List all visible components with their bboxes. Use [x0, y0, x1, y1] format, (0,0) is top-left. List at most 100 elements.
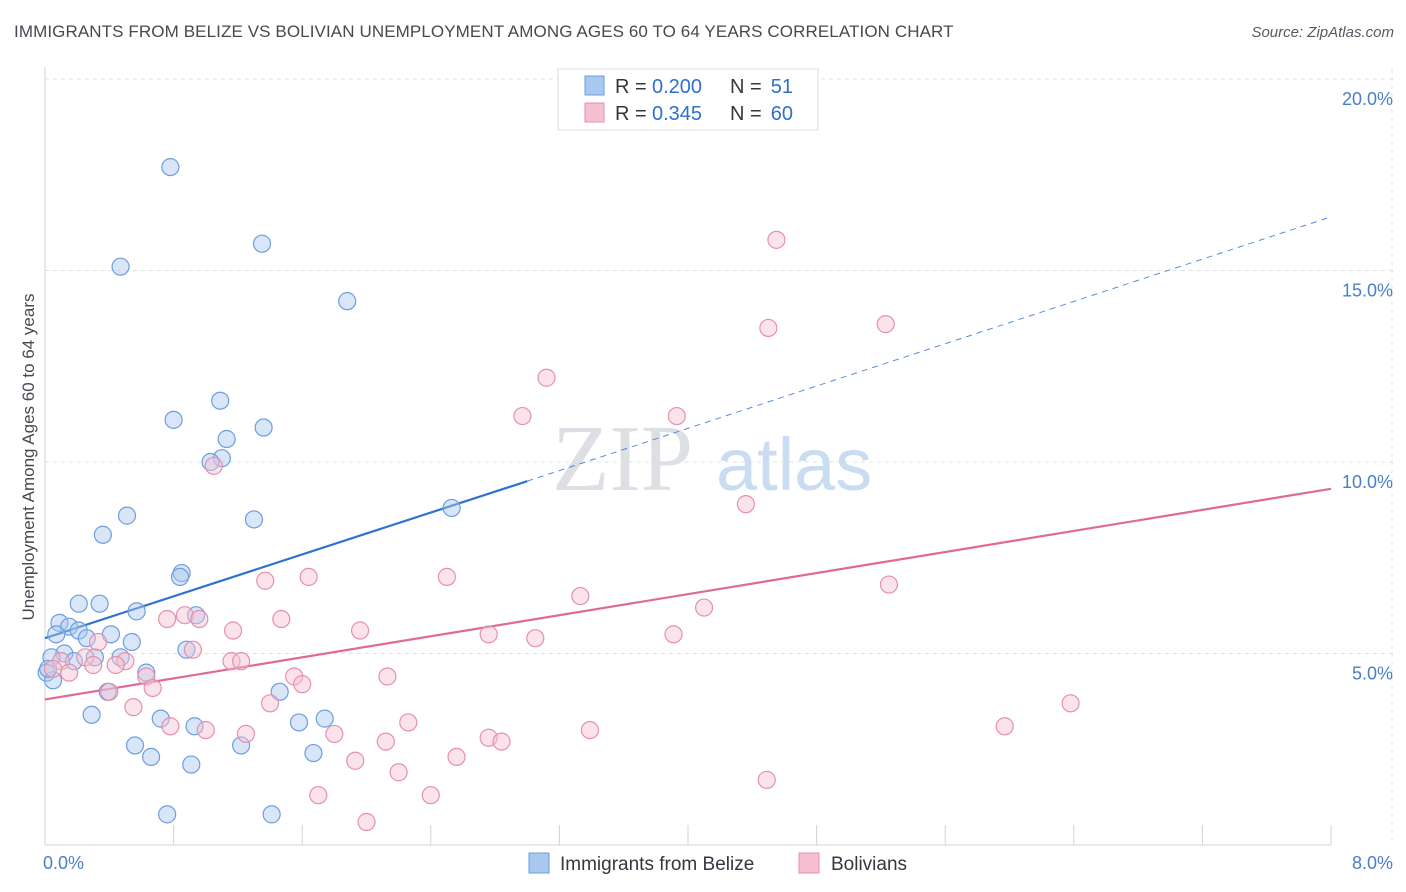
legend-n-label-1: N = [730, 76, 762, 98]
legend-r-value-2: 0.345 [652, 103, 702, 125]
point-bolivians [376, 732, 395, 751]
point-belize [170, 567, 190, 587]
point-bolivians [143, 678, 162, 698]
point-bolivians [537, 368, 556, 387]
point-bolivians [223, 621, 243, 640]
point-belize [182, 755, 201, 774]
point-belize [161, 157, 180, 177]
trend-lines [44, 216, 1332, 701]
point-bolivians [447, 747, 466, 767]
axes [44, 67, 1332, 846]
point-bolivians [759, 318, 778, 338]
point-bolivians [479, 625, 498, 644]
point-bolivians [667, 406, 686, 426]
y-tick-label: 15.0% [1342, 281, 1393, 301]
chart-title: IMMIGRANTS FROM BELIZE VS BOLIVIAN UNEMP… [14, 22, 954, 41]
y-tick-label: 10.0% [1342, 472, 1393, 492]
y-tick-label: 5.0% [1352, 664, 1393, 684]
point-belize [254, 418, 273, 437]
y-axis-label: Unemployment Among Ages 60 to 64 years [19, 294, 38, 621]
legend-bottom-swatch-pink [798, 852, 820, 874]
point-bolivians [204, 456, 223, 475]
point-bolivians [106, 655, 125, 675]
point-belize [90, 594, 109, 613]
point-bolivians [437, 567, 456, 587]
point-bolivians [232, 652, 251, 671]
watermark: ZIP atlas [552, 407, 872, 511]
legend-swatch-blue [584, 75, 605, 96]
legend-n-label-2: N = [730, 103, 762, 125]
x-tick-label: 8.0% [1352, 853, 1393, 873]
point-belize [77, 629, 96, 648]
watermark-atlas: atlas [716, 423, 872, 506]
point-belize [50, 613, 69, 632]
point-bolivians [694, 598, 714, 617]
point-bolivians [309, 786, 328, 805]
point-bolivians [137, 667, 156, 686]
point-bolivians [84, 655, 103, 675]
point-belize [211, 391, 230, 410]
point-bolivians [350, 621, 370, 640]
point-bolivians [325, 724, 344, 744]
point-belize [111, 257, 130, 276]
point-bolivians [158, 609, 177, 629]
point-bolivians [190, 609, 209, 629]
point-belize [47, 625, 66, 644]
point-bolivians [260, 694, 280, 713]
trend-line-belize-extension [527, 216, 1332, 482]
point-belize [82, 705, 101, 724]
point-belize [262, 805, 281, 824]
point-belize [185, 717, 204, 736]
point-bolivians [222, 652, 241, 671]
x-tick-label: 0.0% [43, 853, 84, 873]
point-belize [125, 736, 145, 755]
point-belize [442, 498, 461, 518]
point-bolivians [272, 609, 291, 629]
point-belize [252, 234, 272, 253]
point-belize [217, 429, 236, 449]
trend-line-bolivians [44, 487, 1332, 701]
point-bolivians [124, 698, 143, 717]
point-belize [151, 709, 170, 728]
watermark-zip: ZIP [552, 407, 693, 511]
point-bolivians [580, 720, 600, 740]
point-belize [85, 648, 104, 667]
point-belize [289, 713, 309, 732]
point-belize [164, 410, 183, 429]
point-belize [338, 292, 357, 311]
point-bolivians [757, 770, 776, 789]
point-belize [141, 747, 161, 767]
point-bolivians [389, 763, 408, 782]
point-belize [127, 602, 146, 621]
point-bolivians [526, 629, 545, 648]
legend-n-value-1: 51 [771, 76, 793, 98]
point-bolivians [88, 632, 108, 652]
point-bolivians [879, 575, 899, 594]
y-tick-label: 20.0% [1342, 89, 1393, 109]
point-bolivians [571, 586, 590, 606]
legend-bottom-label-pink: Bolivians [831, 854, 907, 875]
point-belize [304, 743, 323, 763]
legend-n-value-2: 60 [771, 103, 793, 125]
tick-labels: 5.0% 10.0% 15.0% 20.0% 0.0% 8.0% [43, 89, 1393, 873]
point-bolivians [43, 659, 63, 678]
point-belize [93, 525, 112, 544]
legend-r-value-1: 0.200 [652, 76, 702, 98]
legend-r-label-1: R = [615, 76, 647, 98]
legend-bottom: Immigrants from Belize Bolivians [528, 852, 907, 875]
point-belize [64, 652, 84, 671]
point-belize [232, 736, 251, 755]
point-bolivians [378, 667, 397, 686]
legend-r-label-2: R = [615, 103, 647, 125]
point-bolivians [196, 720, 215, 740]
point-belize [244, 510, 264, 529]
point-bolivians [492, 732, 511, 751]
point-bolivians [299, 567, 318, 587]
point-belize [158, 805, 177, 824]
point-belize [122, 632, 141, 652]
legend-top: R = 0.200 N = 51 R = 0.345 N = 60 [557, 68, 819, 131]
point-bolivians [100, 682, 119, 701]
point-bolivians [60, 663, 79, 682]
point-bolivians [399, 713, 418, 732]
point-bolivians [346, 751, 365, 770]
